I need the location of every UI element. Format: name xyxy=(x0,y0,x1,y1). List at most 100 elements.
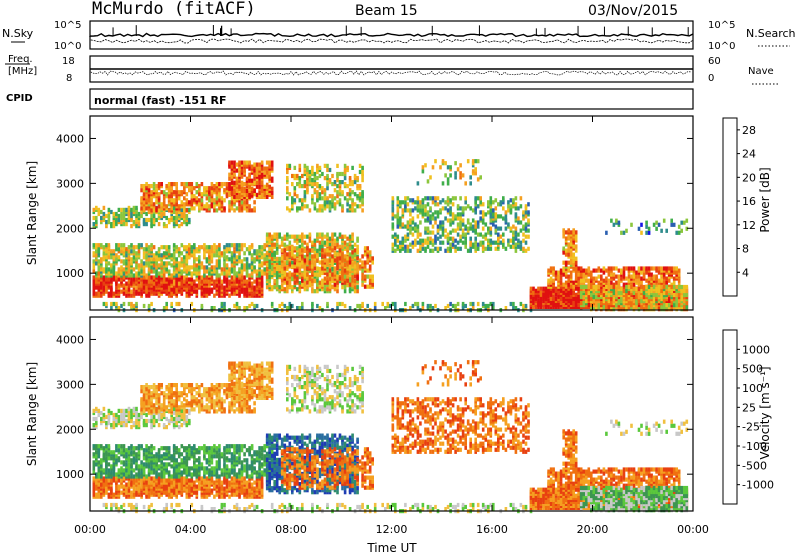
range-gate-cell xyxy=(135,301,138,307)
range-gate-cell xyxy=(175,202,178,207)
range-gate-cell xyxy=(441,198,445,203)
range-gate-cell xyxy=(298,262,302,267)
range-gate-cell xyxy=(218,182,221,187)
range-gate-cell xyxy=(627,278,631,283)
noise-panel-frame xyxy=(89,20,694,50)
range-gate-cell xyxy=(175,277,178,282)
range-gate-cell xyxy=(504,226,508,231)
range-gate-cell xyxy=(177,265,181,270)
range-gate-cell xyxy=(396,214,400,219)
range-gate-cell xyxy=(363,284,367,289)
range-gate-cell xyxy=(446,196,450,201)
range-gate-cell xyxy=(356,268,359,273)
range-gate-cell xyxy=(660,228,663,233)
range-gate-cell xyxy=(404,224,407,229)
range-gate-cell xyxy=(270,285,274,290)
range-gate-cell xyxy=(223,306,226,311)
range-gate-cell xyxy=(592,288,596,294)
range-gate-cell xyxy=(469,175,472,180)
range-gate-cell xyxy=(492,222,495,227)
range-gate-cell xyxy=(579,301,583,306)
range-gate-cell xyxy=(280,268,284,273)
range-gate-cell xyxy=(497,234,500,239)
range-gate-cell xyxy=(419,208,422,213)
range-gate-cell xyxy=(157,204,161,209)
range-gate-cell xyxy=(366,284,369,289)
range-gate-cell xyxy=(439,220,442,225)
range-gate-cell xyxy=(353,192,357,197)
range-gate-cell xyxy=(353,279,357,284)
range-gate-cell xyxy=(449,222,452,227)
range-gate-cell xyxy=(243,251,246,256)
range-gate-cell xyxy=(404,200,407,205)
range-gate-cell xyxy=(303,282,307,287)
range-gate-cell xyxy=(122,222,126,227)
range-gate-cell xyxy=(351,190,354,195)
range-gate-cell xyxy=(431,165,435,170)
range-gate-cell xyxy=(567,266,570,271)
range-gate-cell xyxy=(512,301,515,307)
range-gate-cell xyxy=(157,222,161,227)
range-gate-cell xyxy=(183,202,186,207)
range-gate-cell xyxy=(489,230,493,235)
range-gate-cell xyxy=(419,246,422,251)
range-gate-cell xyxy=(170,194,173,199)
range-gate-cell xyxy=(562,234,565,239)
range-gate-cell xyxy=(137,271,141,276)
range-gate-cell xyxy=(228,267,231,272)
range-gate-cell xyxy=(585,284,588,290)
range-gate-cell xyxy=(416,224,420,229)
range-gate-cell xyxy=(363,252,367,257)
range-gate-cell xyxy=(286,236,289,241)
range-gate-cell xyxy=(585,278,588,283)
range-gate-cell xyxy=(233,253,236,258)
range-gate-cell xyxy=(105,213,108,219)
range-gate-cell xyxy=(456,212,460,217)
range-gate-cell xyxy=(298,256,302,261)
range-gate-cell xyxy=(180,279,184,284)
range-gate-cell xyxy=(562,266,565,271)
range-gate-cell xyxy=(275,256,279,261)
range-gate-cell xyxy=(183,206,186,211)
range-gate-cell xyxy=(333,202,337,207)
range-gate-cell xyxy=(363,274,367,279)
range-gate-cell xyxy=(351,268,354,274)
range-gate-cell xyxy=(238,202,241,207)
range-gate-cell xyxy=(333,287,337,292)
range-gate-cell xyxy=(105,255,108,260)
noise-left-tick-top: 10^5 xyxy=(54,20,81,31)
range-gate-cell xyxy=(145,253,148,258)
range-gate-cell xyxy=(416,240,420,245)
range-gate-cell xyxy=(180,269,184,274)
range-gate-cell xyxy=(645,266,648,271)
range-gate-cell xyxy=(180,251,184,256)
range-gate-cell xyxy=(238,172,241,177)
range-gate-cell xyxy=(235,301,239,307)
range-gate-cell xyxy=(205,265,209,270)
range-gate-cell xyxy=(514,196,518,201)
range-gate-cell xyxy=(155,257,158,262)
range-gate-cell xyxy=(313,171,317,177)
range-gate-cell xyxy=(313,202,317,207)
range-gate-cell xyxy=(268,260,271,265)
range-gate-cell xyxy=(554,296,558,301)
range-gate-cell xyxy=(250,253,254,258)
range-gate-cell xyxy=(351,180,354,185)
range-gate-cell xyxy=(373,301,377,307)
range-gate-cell xyxy=(127,279,131,284)
range-gate-cell xyxy=(223,198,226,203)
range-gate-cell xyxy=(298,176,302,181)
range-gate-cell xyxy=(248,263,251,268)
range-gate-cell xyxy=(326,248,329,253)
range-gate-cell xyxy=(248,245,251,250)
range-gate-cell xyxy=(509,198,513,203)
range-gate-cell xyxy=(255,293,259,298)
range-gate-cell xyxy=(240,263,244,268)
range-gate-cell xyxy=(162,277,166,282)
range-gate-cell xyxy=(587,278,591,283)
range-gate-cell xyxy=(125,261,128,266)
range-gate-cell xyxy=(313,238,317,243)
range-gate-cell xyxy=(414,238,417,243)
range-gate-cell xyxy=(298,284,302,289)
range-gate-cell xyxy=(296,276,299,281)
